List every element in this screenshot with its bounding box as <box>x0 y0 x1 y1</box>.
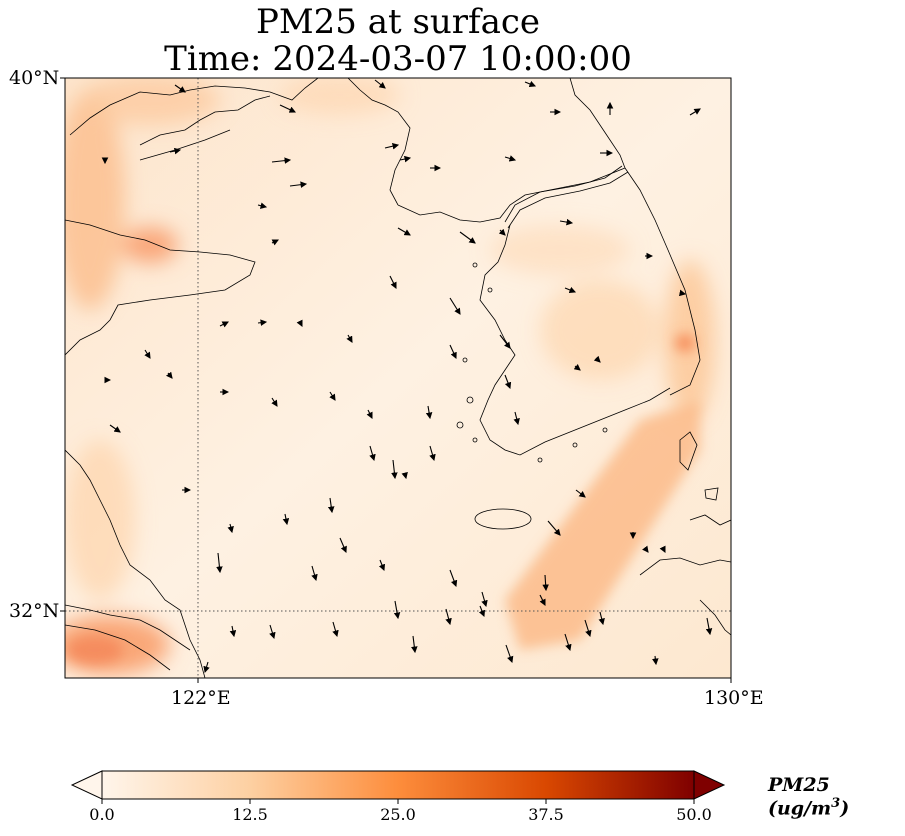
wind-arrow <box>401 471 408 480</box>
map-frame <box>64 77 732 679</box>
wind-arrow <box>449 297 461 315</box>
wind-arrow <box>279 104 296 113</box>
colorbar-gradient <box>102 771 694 799</box>
wind-arrow <box>216 552 223 574</box>
wind-arrow <box>391 459 398 480</box>
wind-arrow <box>271 157 292 164</box>
wind-arrow <box>445 608 452 626</box>
gridlines <box>65 78 731 678</box>
coastlines <box>65 78 731 678</box>
wind-arrow <box>659 545 666 553</box>
wind-arrow <box>269 624 276 640</box>
wind-arrow <box>327 497 335 514</box>
lon-tick-label: 130°E <box>704 687 764 709</box>
colorbar-tick-label: 0.0 <box>89 805 115 824</box>
wind-arrow <box>289 181 308 188</box>
wind-arrow <box>449 344 457 359</box>
wind-arrow <box>393 600 401 620</box>
wind-arrow <box>504 155 517 162</box>
wind-arrow <box>169 147 182 155</box>
colorbar <box>70 770 726 804</box>
wind-arrow <box>498 228 506 236</box>
wind-arrow <box>573 363 581 371</box>
wind-arrow <box>504 374 512 390</box>
wind-arrow <box>296 319 303 327</box>
wind-arrow <box>378 559 386 572</box>
wind-arrow <box>542 574 549 592</box>
wind-arrow <box>678 289 687 297</box>
lat-tick-label: 32°N <box>9 600 60 622</box>
colorbar-tick-label: 12.5 <box>232 805 268 824</box>
wind-arrow <box>593 355 601 363</box>
wind-arrow <box>346 334 353 343</box>
wind-arrow <box>478 605 486 618</box>
wind-arrow <box>271 397 278 407</box>
wind-arrow <box>332 621 339 638</box>
wind-arrow <box>499 334 511 349</box>
colorbar-label: PM25 (ug/m3) <box>768 774 850 820</box>
wind-arrow <box>689 108 701 116</box>
wind-arrow <box>311 565 318 582</box>
wind-arrow <box>559 218 574 226</box>
wind-arrow <box>575 489 586 498</box>
colorbar-tick-label: 37.5 <box>528 805 564 824</box>
wind-arrow <box>165 371 173 379</box>
wind-arrow <box>174 84 186 93</box>
wind-arrow <box>384 143 400 150</box>
wind-arrow <box>411 635 418 654</box>
wind-arrow <box>429 445 436 462</box>
colorbar-tick-label: 25.0 <box>380 805 416 824</box>
wind-arrow <box>369 445 376 462</box>
wind-arrow <box>598 611 605 626</box>
wind-arrow <box>227 523 234 534</box>
wind-arrow <box>257 319 268 326</box>
wind-arrow <box>366 409 373 419</box>
wind-arrow <box>459 231 476 244</box>
wind-arrow <box>203 661 210 674</box>
wind-arrow <box>282 513 290 526</box>
wind-arrow <box>705 617 713 636</box>
wind-arrow <box>481 591 488 608</box>
pm25-field <box>65 78 731 678</box>
wind-arrow <box>229 625 237 638</box>
map-title-line-2: Time: 2024-03-07 10:00:00 <box>164 39 632 79</box>
wind-arrow <box>505 644 514 664</box>
map-title-line-1: PM25 at surface <box>255 2 541 42</box>
colorbar-extend-max <box>693 770 726 800</box>
wind-arrow <box>564 286 577 294</box>
lat-tick-label: 40°N <box>9 67 60 89</box>
wind-arrow <box>399 155 412 163</box>
wind-arrow <box>257 202 268 209</box>
wind-vectors <box>101 79 713 674</box>
wind-arrow <box>374 79 386 89</box>
wind-arrow <box>584 619 592 638</box>
colorbar-tick-label: 50.0 <box>676 805 712 824</box>
lon-tick-label: 122°E <box>171 687 231 709</box>
wind-arrow <box>425 405 433 420</box>
wind-arrow <box>271 239 279 246</box>
wind-arrow <box>513 411 520 426</box>
wind-arrow <box>652 655 659 666</box>
wind-arrow <box>547 520 561 536</box>
wind-arrow <box>397 227 411 236</box>
wind-arrow <box>144 349 151 359</box>
wind-arrow <box>109 424 121 433</box>
wind-arrow <box>449 569 458 588</box>
wind-arrow <box>329 391 336 401</box>
wind-arrow <box>524 80 537 88</box>
wind-arrow <box>539 594 546 606</box>
colorbar-extend-min <box>70 770 103 800</box>
wind-arrow <box>564 633 572 652</box>
wind-arrow <box>642 545 649 553</box>
wind-arrow <box>219 321 229 328</box>
wind-arrow <box>339 537 347 554</box>
wind-arrow <box>389 275 397 289</box>
